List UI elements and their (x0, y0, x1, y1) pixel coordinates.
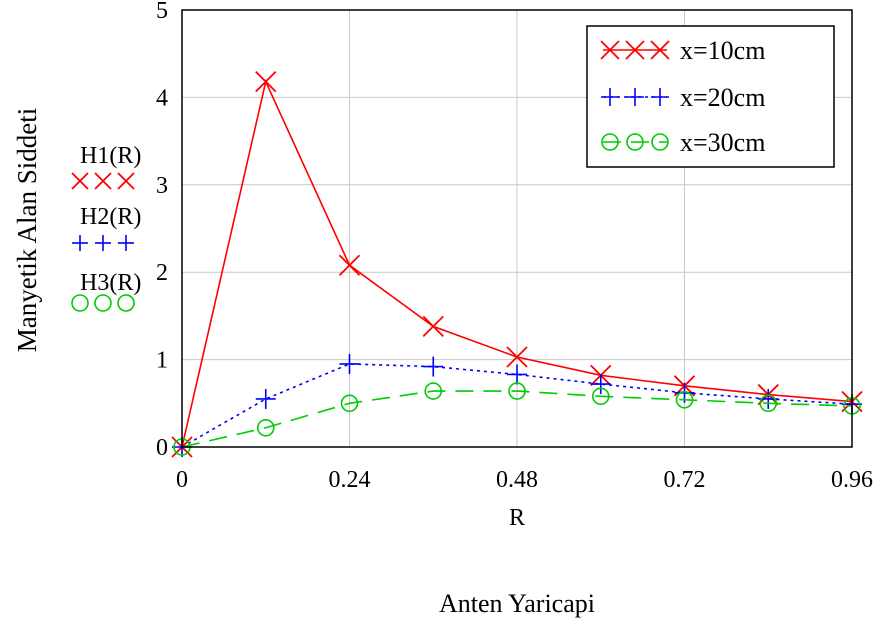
circle-marker (626, 133, 644, 151)
plus-marker (601, 88, 619, 106)
axis-series-markers (72, 235, 134, 251)
legend-item: x=20cm (601, 83, 765, 112)
axis-series-markers (71, 172, 135, 190)
circle-marker (651, 133, 669, 151)
x-tick-label: 0 (176, 467, 188, 493)
plus-marker (626, 88, 644, 106)
tick-labels: 0 0.24 0.48 0.72 0.96 0 1 2 3 4 5 (156, 0, 873, 493)
circle-marker (675, 391, 694, 409)
series-layer (171, 71, 863, 458)
plus-marker (95, 235, 111, 251)
circle-marker (71, 294, 89, 312)
circle-marker (94, 294, 112, 312)
circle-marker (601, 133, 619, 151)
plus-marker (507, 364, 527, 385)
y-tick-label: 5 (156, 0, 168, 24)
y-tick-label: 0 (156, 435, 168, 461)
plus-marker (118, 235, 134, 251)
legend: x=10cm x=20cm x=30cm (586, 25, 835, 168)
axis-series-markers (71, 294, 135, 312)
x-axis-title: Anten Yaricapi (439, 589, 595, 618)
axis-series-label: H1(R) (80, 143, 141, 169)
x-axis-label: R (509, 505, 525, 531)
legend-item: x=10cm (600, 36, 765, 65)
x-marker (338, 254, 361, 276)
plus-marker (255, 388, 276, 409)
x-marker (600, 40, 620, 60)
x-marker (94, 172, 112, 190)
axis-series-label: H2(R) (80, 204, 141, 230)
circle-marker (759, 394, 778, 413)
plus-marker (590, 374, 611, 395)
series-line (181, 390, 853, 448)
x-tick-label: 0.72 (664, 467, 706, 493)
axis-series-label: H3(R) (80, 270, 141, 296)
y-tick-label: 4 (156, 85, 168, 111)
x-marker (650, 40, 670, 60)
legend-item: x=30cm (601, 128, 765, 157)
x-tick-label: 0.48 (496, 467, 538, 493)
x-marker (255, 71, 277, 93)
circle-marker (591, 387, 610, 406)
x-marker (117, 172, 135, 190)
legend-label: x=30cm (680, 128, 765, 157)
circle-marker (256, 418, 275, 437)
x-marker (506, 346, 528, 368)
y-tick-label: 2 (156, 260, 168, 286)
y-tick-label: 3 (156, 173, 168, 199)
circle-marker (117, 294, 135, 312)
circle-marker (340, 394, 359, 413)
x-tick-label: 0.24 (329, 467, 371, 493)
circle-marker (424, 382, 443, 400)
x-tick-label: 0.96 (831, 467, 873, 493)
plus-marker (651, 88, 669, 106)
axis-series-labels: H1(R) H2(R) H3(R) (71, 143, 141, 312)
legend-label: x=10cm (680, 36, 765, 65)
plus-marker (72, 235, 88, 251)
circle-marker (508, 382, 526, 400)
plot-frame (181, 9, 853, 448)
x-marker (625, 40, 645, 60)
x-marker (422, 315, 444, 338)
x-marker (71, 172, 89, 190)
plus-marker (339, 353, 360, 374)
plus-marker (423, 356, 444, 377)
y-tick-label: 1 (156, 348, 168, 374)
series-line (181, 363, 853, 448)
y-axis-title: Manyetik Alan Siddeti (12, 108, 42, 352)
legend-label: x=20cm (680, 83, 765, 112)
